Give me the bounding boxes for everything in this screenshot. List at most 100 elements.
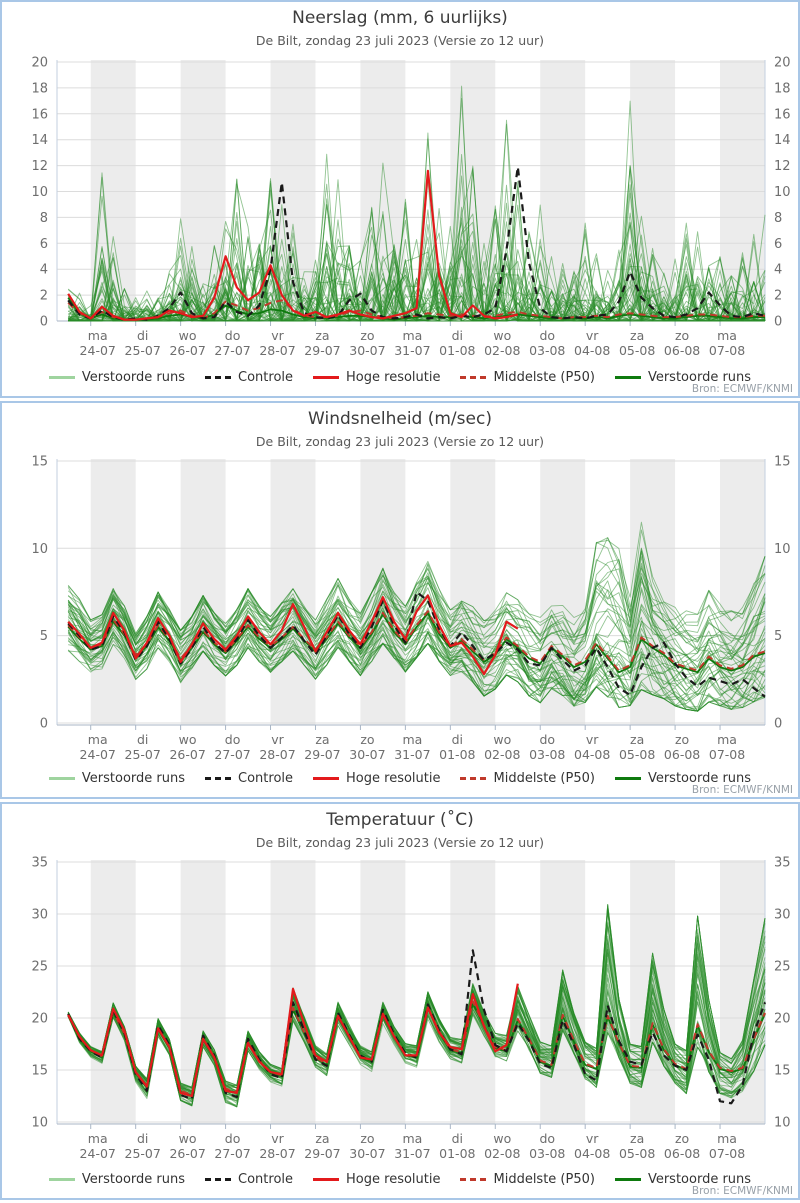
legend-item: Verstoorde runs	[614, 370, 751, 385]
svg-text:16: 16	[31, 107, 48, 122]
svg-text:2: 2	[774, 289, 782, 304]
svg-text:wo: wo	[179, 328, 197, 343]
legend-label: Hoge resolutie	[346, 771, 441, 786]
chart-title: Neerslag (mm, 6 uurlijks)	[292, 8, 508, 28]
chart-panel-windsnelheid: Windsnelheid (m/sec) De Bilt, zondag 23 …	[0, 401, 800, 799]
svg-text:06-08: 06-08	[664, 343, 700, 358]
svg-text:24-07: 24-07	[80, 747, 116, 762]
legend-item: Middelste (P50)	[460, 1172, 595, 1187]
legend-line-swatch	[460, 376, 487, 379]
legend-item: Hoge resolutie	[313, 370, 440, 385]
svg-text:07-08: 07-08	[709, 747, 745, 762]
svg-text:10: 10	[774, 1116, 791, 1131]
svg-text:wo: wo	[179, 1131, 197, 1146]
legend-label: Verstoorde runs	[647, 771, 752, 786]
legend-label: Hoge resolutie	[346, 1172, 441, 1187]
svg-text:ma: ma	[88, 732, 108, 747]
legend-label: Verstoorde runs	[647, 1172, 752, 1187]
legend-line-swatch	[614, 1178, 641, 1181]
svg-text:01-08: 01-08	[439, 343, 475, 358]
svg-text:10: 10	[31, 542, 48, 557]
svg-text:31-07: 31-07	[394, 1146, 430, 1161]
svg-text:do: do	[225, 732, 241, 747]
chart-title: Windsnelheid (m/sec)	[308, 409, 492, 429]
svg-text:02-08: 02-08	[484, 747, 520, 762]
svg-text:zo: zo	[675, 1131, 689, 1146]
svg-text:26-07: 26-07	[169, 1146, 205, 1161]
svg-text:30: 30	[774, 908, 791, 923]
svg-text:za: za	[630, 732, 644, 747]
chart-legend: Verstoorde runs Controle Hoge resolutie Mid…	[2, 370, 798, 385]
svg-text:28-07: 28-07	[259, 747, 295, 762]
legend-item: Verstoorde runs	[48, 1172, 185, 1187]
legend-item: Controle	[205, 771, 293, 786]
svg-text:01-08: 01-08	[439, 1146, 475, 1161]
svg-text:14: 14	[31, 133, 48, 148]
svg-text:za: za	[315, 732, 329, 747]
svg-text:10: 10	[774, 185, 791, 200]
legend-item: Middelste (P50)	[460, 771, 595, 786]
svg-text:0: 0	[40, 315, 48, 330]
legend-label: Hoge resolutie	[346, 370, 441, 385]
legend-item: Middelste (P50)	[460, 370, 595, 385]
svg-text:di: di	[452, 1131, 463, 1146]
svg-text:di: di	[137, 328, 148, 343]
svg-text:30-07: 30-07	[349, 1146, 385, 1161]
source-label: Bron: ECMWF/KNMI	[691, 784, 793, 796]
svg-text:15: 15	[31, 1064, 48, 1079]
svg-text:27-07: 27-07	[214, 1146, 250, 1161]
svg-text:zo: zo	[360, 328, 374, 343]
source-label: Bron: ECMWF/KNMI	[691, 383, 793, 395]
legend-line-swatch	[614, 376, 641, 379]
svg-text:za: za	[630, 1131, 644, 1146]
legend-line-swatch	[460, 1178, 487, 1181]
svg-text:5: 5	[40, 629, 48, 644]
svg-text:zo: zo	[360, 732, 374, 747]
svg-text:4: 4	[774, 263, 782, 278]
svg-text:05-08: 05-08	[619, 747, 655, 762]
legend-item: Verstoorde runs	[614, 1172, 752, 1187]
svg-text:ma: ma	[717, 1131, 737, 1146]
svg-text:02-08: 02-08	[484, 1146, 520, 1161]
svg-text:wo: wo	[493, 328, 511, 343]
legend-line-swatch	[614, 777, 641, 780]
svg-text:01-08: 01-08	[439, 747, 475, 762]
svg-text:26-07: 26-07	[169, 747, 205, 762]
chart-legend: Verstoorde runs Controle Hoge resolutie Mid…	[2, 771, 798, 786]
svg-text:0: 0	[40, 717, 48, 732]
svg-text:07-08: 07-08	[709, 1146, 745, 1161]
svg-text:28-07: 28-07	[259, 1146, 295, 1161]
legend-label: Controle	[238, 771, 294, 786]
svg-text:31-07: 31-07	[394, 343, 430, 358]
legend-line-swatch	[48, 777, 75, 780]
svg-text:29-07: 29-07	[304, 343, 340, 358]
svg-text:4: 4	[40, 263, 48, 278]
legend-label: Controle	[238, 370, 294, 385]
legend-label: Controle	[238, 1172, 294, 1187]
svg-text:vr: vr	[271, 1131, 284, 1146]
svg-text:wo: wo	[493, 1131, 511, 1146]
svg-text:do: do	[225, 328, 241, 343]
svg-text:do: do	[539, 328, 555, 343]
svg-text:24-07: 24-07	[80, 1146, 116, 1161]
svg-text:2: 2	[40, 289, 48, 304]
svg-text:di: di	[137, 732, 148, 747]
svg-text:zo: zo	[360, 1131, 374, 1146]
svg-text:do: do	[225, 1131, 241, 1146]
svg-text:vr: vr	[271, 328, 284, 343]
svg-text:05-08: 05-08	[619, 1146, 655, 1161]
svg-text:28-07: 28-07	[259, 343, 295, 358]
svg-text:25-07: 25-07	[125, 343, 161, 358]
legend-line-swatch	[48, 376, 75, 379]
svg-text:20: 20	[31, 1012, 48, 1027]
chart-subtitle: De Bilt, zondag 23 juli 2023 (Versie zo …	[255, 33, 545, 48]
svg-text:12: 12	[31, 159, 48, 174]
svg-text:35: 35	[31, 856, 48, 871]
svg-text:26-07: 26-07	[169, 343, 205, 358]
svg-text:04-08: 04-08	[574, 747, 610, 762]
svg-text:35: 35	[774, 856, 791, 871]
svg-text:ma: ma	[402, 328, 422, 343]
svg-text:20: 20	[774, 1012, 791, 1027]
